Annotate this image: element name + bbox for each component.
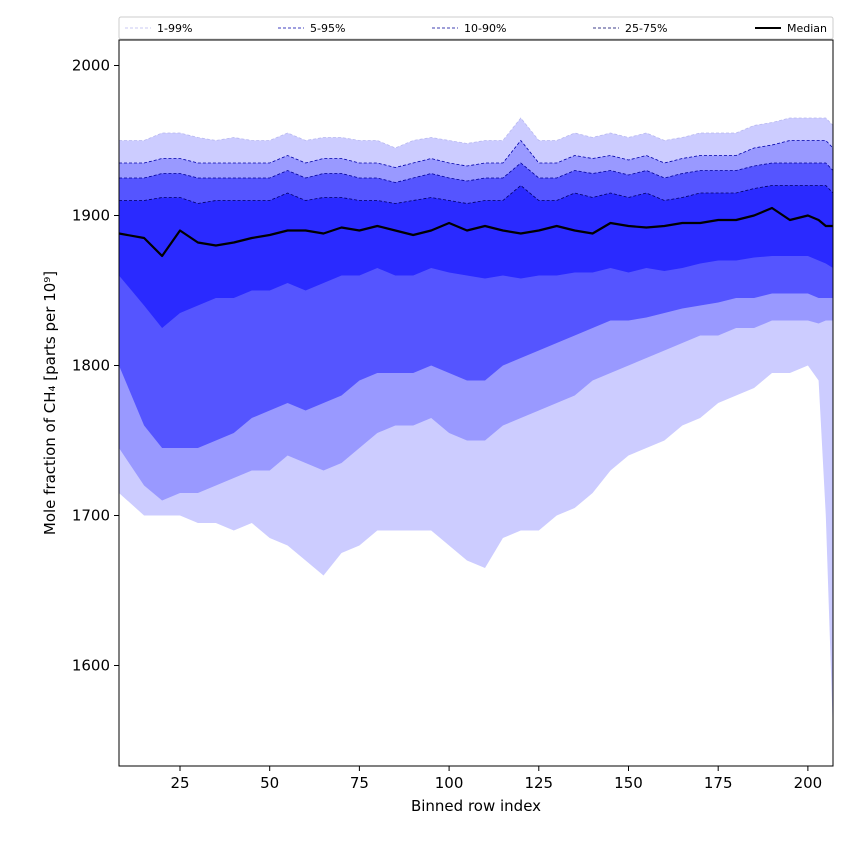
legend-label-1-99: 1-99% xyxy=(157,22,192,35)
y-tick-label: 1600 xyxy=(72,657,110,675)
x-axis-label: Binned row index xyxy=(411,797,541,815)
legend-frame xyxy=(118,16,834,40)
legend: 1-99% 5-95% 10-90% 25-75% Median xyxy=(118,16,834,40)
y-tick-label: 1800 xyxy=(72,357,110,375)
y-tick-label: 1700 xyxy=(72,507,110,525)
x-tick-label: 175 xyxy=(704,774,733,792)
x-tick-label: 200 xyxy=(794,774,823,792)
legend-label-10-90: 10-90% xyxy=(464,22,506,35)
x-tick-label: 125 xyxy=(524,774,553,792)
x-tick-label: 25 xyxy=(170,774,189,792)
legend-label-5-95: 5-95% xyxy=(310,22,345,35)
x-tick-label: 50 xyxy=(260,774,279,792)
y-axis: 1600 1700 1800 1900 2000 xyxy=(72,57,119,675)
median-layer xyxy=(119,206,833,258)
x-tick-label: 150 xyxy=(614,774,643,792)
x-axis: 25 50 75 100 125 150 175 200 xyxy=(170,766,822,792)
band-25-75-upper-edge xyxy=(119,184,833,204)
x-tick-label: 100 xyxy=(435,774,464,792)
y-axis-label: Mole fraction of CH₄ [parts per 10⁹] xyxy=(41,271,59,535)
band-10-90-upper-edge xyxy=(119,162,833,183)
band-25-75 xyxy=(119,185,833,328)
plot-frame xyxy=(118,39,834,767)
y-tick-label: 1900 xyxy=(72,207,110,225)
x-tick-label: 75 xyxy=(350,774,369,792)
band-5-95-upper-edge xyxy=(119,139,833,168)
percentile-bands xyxy=(119,117,833,733)
legend-label-25-75: 25-75% xyxy=(625,22,667,35)
series-median-line xyxy=(119,206,833,258)
legend-label-median: Median xyxy=(787,22,827,35)
band-1-99-upper-edge xyxy=(119,117,833,149)
y-tick-label: 2000 xyxy=(72,57,110,75)
